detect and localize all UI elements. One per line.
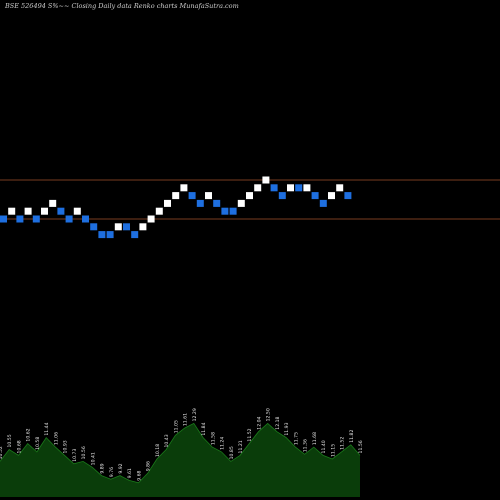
volume-label: 11.15 <box>330 444 336 457</box>
volume-label: 9.68 <box>136 470 142 480</box>
volume-label: 10.85 <box>229 446 235 459</box>
down-brick <box>98 231 106 239</box>
up-brick <box>336 184 344 192</box>
up-brick <box>8 207 16 215</box>
volume-label: 11.05 <box>173 420 179 433</box>
up-brick <box>205 192 212 200</box>
volume-label: 9.89 <box>100 463 106 473</box>
down-brick <box>213 199 221 207</box>
up-brick <box>180 184 188 192</box>
up-brick <box>254 184 262 192</box>
up-brick <box>41 207 48 215</box>
volume-label: 10.93 <box>63 440 69 453</box>
down-brick <box>319 199 327 207</box>
up-brick <box>73 207 81 215</box>
up-brick <box>49 199 57 207</box>
volume-label: 11.52 <box>340 437 346 450</box>
down-brick <box>123 223 130 231</box>
down-brick <box>270 184 278 192</box>
down-brick <box>295 184 303 192</box>
volume-label: 10.43 <box>164 434 170 447</box>
up-brick <box>139 223 147 231</box>
down-brick <box>16 215 24 223</box>
volume-label: 12.18 <box>275 416 281 429</box>
chart-title: BSE 526494 S%~~ Closing Daily data Renko… <box>4 2 239 10</box>
down-brick <box>131 231 139 239</box>
up-brick <box>147 215 155 223</box>
volume-label: 11.82 <box>349 430 355 443</box>
volume-label: 11.75 <box>293 432 299 445</box>
up-brick <box>262 176 270 184</box>
down-brick <box>82 215 89 223</box>
volume-label: 11.84 <box>201 422 207 435</box>
down-brick <box>90 223 98 231</box>
volume-label: 11.24 <box>220 437 226 450</box>
volume-area <box>0 423 360 497</box>
down-brick <box>188 192 196 200</box>
up-brick <box>328 192 335 200</box>
up-brick <box>24 207 32 215</box>
up-brick <box>287 184 294 192</box>
volume-label: 12.29 <box>192 408 198 421</box>
volume-label: 11.40 <box>321 440 327 453</box>
volume-label: 11.68 <box>312 432 318 445</box>
volume-label: 11.44 <box>44 422 50 435</box>
volume-label: 10.62 <box>26 428 32 441</box>
volume-label: 10.58 <box>35 437 41 450</box>
volume-label: 9.92 <box>118 463 124 473</box>
up-brick <box>303 184 311 192</box>
volume-label: 11.21 <box>238 440 244 453</box>
volume-label: 12.04 <box>256 416 262 429</box>
volume-label: 10.73 <box>72 449 78 462</box>
up-brick <box>164 199 171 207</box>
renko-bricks <box>0 176 352 239</box>
down-brick <box>229 207 237 215</box>
volume-label: 9.76 <box>109 467 115 477</box>
down-brick <box>196 199 204 207</box>
volume-label: 11.93 <box>284 422 290 435</box>
up-brick <box>172 192 180 200</box>
volume-label: 11.61 <box>183 413 189 426</box>
volume-label: 10.55 <box>7 434 13 447</box>
volume-label: 11.52 <box>247 428 253 441</box>
volume-label: 11.56 <box>358 440 364 453</box>
down-brick <box>344 192 352 200</box>
up-brick <box>237 199 245 207</box>
down-brick <box>106 231 114 239</box>
volume-label: 12.50 <box>266 408 272 421</box>
down-brick <box>65 215 73 223</box>
volume-label: 11.58 <box>210 432 216 445</box>
up-brick <box>246 192 253 200</box>
volume-label: 11.36 <box>303 439 309 452</box>
up-brick <box>155 207 163 215</box>
volume-label: 10.56 <box>81 446 87 459</box>
down-brick <box>32 215 40 223</box>
down-brick <box>278 192 286 200</box>
down-brick <box>221 207 229 215</box>
volume-label: 10.18 <box>155 444 161 457</box>
down-brick <box>0 215 7 223</box>
volume-label: 9.61 <box>127 468 133 478</box>
up-brick <box>114 223 122 231</box>
volume-label: 10.41 <box>90 452 96 465</box>
volume-label: 10.52 <box>0 446 4 459</box>
volume-label: 10.68 <box>16 440 22 453</box>
volume-label: 9.86 <box>146 461 152 471</box>
volume-label: 11.06 <box>53 432 59 445</box>
down-brick <box>311 192 319 200</box>
volume-edge-line <box>0 422 361 484</box>
down-brick <box>57 207 65 215</box>
